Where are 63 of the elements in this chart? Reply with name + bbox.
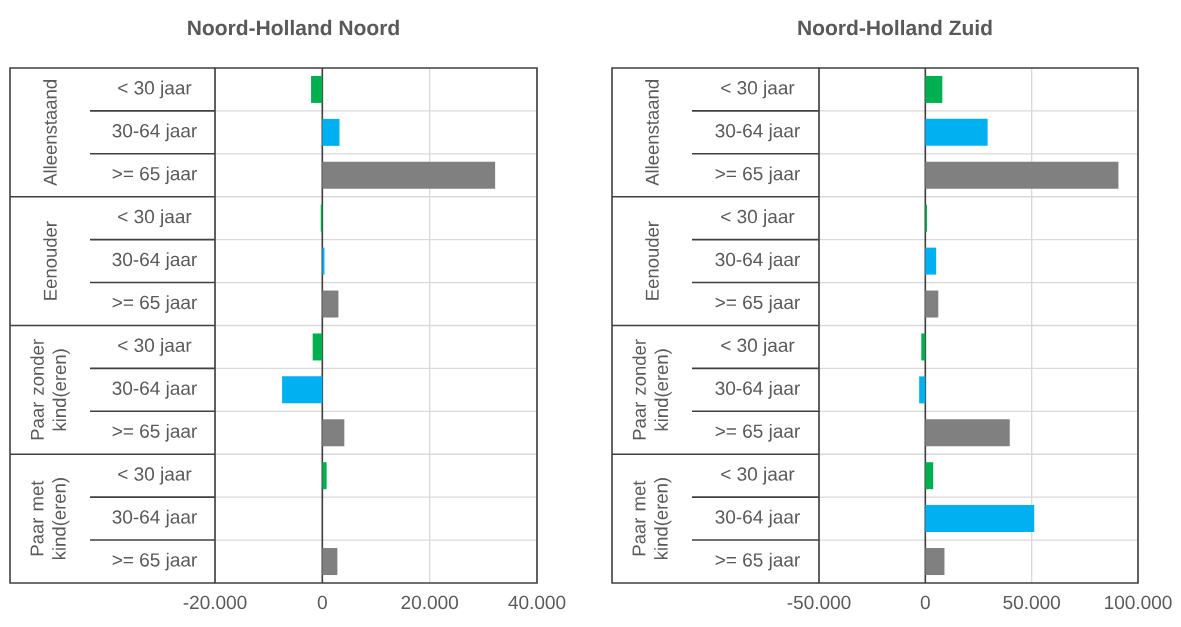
bar — [322, 118, 340, 146]
chart-title: Noord-Holland Noord — [188, 19, 399, 36]
bar — [282, 376, 323, 404]
y-tick-label: 30-64 jaar — [112, 381, 197, 399]
y-tick-label: >= 65 jaar — [112, 552, 197, 571]
y-tick-label: >= 65 jaar — [112, 166, 197, 185]
x-tick-label: 50.000 — [1003, 595, 1060, 610]
bar — [322, 419, 345, 447]
y-tick-label: 30-64 jaar — [715, 509, 800, 528]
y-tick-label: 30-64 jaar — [112, 509, 197, 528]
bar — [311, 75, 323, 103]
y-tick-label: >= 65 jaar — [715, 166, 800, 185]
y-tick-label: < 30 jaar — [118, 80, 192, 99]
x-tick-label: -50.000 — [787, 595, 851, 610]
y-tick-label: 30-64 jaar — [112, 252, 197, 270]
y-tick-label: 30-64 jaar — [112, 123, 197, 142]
bar — [925, 505, 1035, 533]
x-tick-label: 0 — [317, 595, 327, 610]
bar — [925, 161, 1119, 189]
text: Alleenstaand — [645, 80, 659, 186]
y-tick-label: < 30 jaar — [118, 209, 192, 228]
y-tick-label: 30-64 jaar — [715, 252, 800, 270]
x-tick-label: 40.000 — [508, 595, 566, 610]
x-tick-label: 100.000 — [1105, 595, 1172, 610]
text: Eenouder — [43, 221, 57, 300]
text: Paar met kind(eren) — [632, 478, 672, 560]
text: Paar zonder kind(eren) — [632, 339, 672, 440]
bar — [925, 419, 1010, 447]
y-tick-label: < 30 jaar — [721, 80, 795, 99]
y-tick-label: < 30 jaar — [118, 466, 192, 485]
bar — [312, 333, 323, 361]
y-tick-label: < 30 jaar — [721, 209, 795, 228]
text: Alleenstaand — [43, 80, 57, 186]
y-tick-label: < 30 jaar — [721, 338, 795, 356]
text: Paar zonder kind(eren) — [30, 339, 70, 440]
bar — [322, 548, 338, 576]
text: Paar met kind(eren) — [30, 478, 70, 560]
x-tick-label: 20.000 — [401, 595, 458, 610]
bar — [925, 118, 988, 146]
bar — [322, 290, 339, 318]
x-tick-label: -20.000 — [183, 595, 247, 610]
y-tick-label: 30-64 jaar — [715, 381, 800, 399]
chart-title: Noord-Holland Zuid — [798, 19, 992, 36]
y-tick-label: >= 65 jaar — [715, 295, 800, 313]
bar — [322, 161, 496, 189]
y-tick-label: >= 65 jaar — [715, 423, 800, 442]
bar — [921, 333, 926, 361]
bar — [322, 247, 325, 275]
y-tick-label: < 30 jaar — [721, 466, 795, 485]
bar — [925, 247, 937, 275]
y-tick-label: 30-64 jaar — [715, 123, 800, 142]
bar — [925, 548, 945, 576]
bar — [925, 290, 939, 318]
text: Eenouder — [645, 221, 659, 300]
y-tick-label: >= 65 jaar — [715, 552, 800, 571]
y-tick-label: < 30 jaar — [118, 338, 192, 356]
y-tick-label: >= 65 jaar — [112, 423, 197, 442]
bar — [925, 75, 943, 103]
bar — [322, 462, 327, 490]
bar — [919, 376, 926, 404]
bar — [925, 462, 934, 490]
x-tick-label: 0 — [920, 595, 930, 610]
y-tick-label: >= 65 jaar — [112, 295, 197, 313]
